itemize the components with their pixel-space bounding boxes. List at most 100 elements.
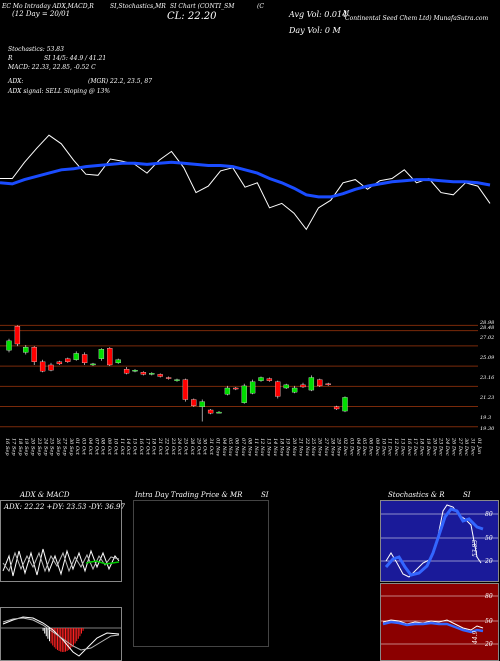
adx-panel: ADX: 22.22 +DY: 23.53 -DY: 36.97 (0, 500, 125, 582)
adx-values: (MGR) 22.2, 23.5, 87 (88, 78, 153, 85)
date-label: 01 Oct (74, 438, 80, 456)
price-level-label: 25.09 (479, 355, 495, 361)
date-label: 18 Oct (151, 438, 157, 456)
candle-body (308, 377, 315, 391)
date-label: 03 Dec (348, 438, 354, 456)
date-label: 03 Oct (81, 438, 87, 456)
candle-body (90, 363, 96, 366)
candle-body (333, 406, 340, 410)
price-level-label: 21.23 (479, 395, 494, 401)
price-level-label: 19.30 (480, 426, 495, 432)
date-label: 13 Dec (399, 438, 405, 456)
moving-average-line (0, 160, 491, 199)
date-label: 28 Oct (189, 437, 195, 456)
candlesticks (6, 325, 348, 422)
date-label: 21 Nov (297, 437, 303, 456)
candle-body (107, 348, 113, 366)
candle-body (140, 372, 147, 375)
date-label: 27 Sep (61, 437, 67, 456)
adx-panel-values: ADX: 22.22 +DY: 23.53 -DY: 36.97 (4, 503, 125, 511)
candle-body (258, 377, 264, 381)
date-label: 30 Dec (463, 438, 469, 456)
date-label: 27 Nov (323, 437, 329, 456)
date-label: 14 Oct (125, 438, 131, 456)
date-label: 06 Nov (234, 438, 240, 456)
date-label: 22 Nov (304, 437, 310, 456)
avg-volume: Avg Vol: 0.014 (289, 10, 348, 19)
rsi-panel: 80 50 20 44.9 (380, 583, 499, 661)
date-label: 25 Oct (183, 437, 189, 456)
date-label: 23 Sep (36, 437, 42, 456)
candle-body (165, 377, 172, 379)
macd-bar (45, 628, 47, 637)
macd-bar (50, 628, 52, 644)
date-label: 17 Dec (412, 438, 418, 456)
price-ma-lines (0, 134, 491, 231)
candle-body (73, 353, 79, 360)
price-level-label: 19.3 (480, 415, 491, 421)
price-level-label: 28.98 (479, 320, 494, 326)
date-label: 06 Dec (368, 438, 374, 456)
date-label: 08 Oct (100, 438, 106, 456)
date-label: 01 Nov (214, 438, 220, 456)
candle-body (241, 385, 247, 403)
candle-body (157, 374, 163, 377)
stochastics-lines: 80 50 20 53.83 (381, 504, 498, 578)
date-label: 11 Nov (253, 438, 259, 456)
macd-bar (69, 628, 71, 649)
candle-body (325, 383, 331, 386)
date-label: 16 Sep (4, 438, 10, 456)
macd-panel (0, 607, 122, 661)
stoch-current-value: 53.83 (472, 540, 479, 557)
date-label: 22 Oct (163, 437, 169, 456)
header-title: EC Mo Intraday ADX,MACD,R (2, 3, 94, 10)
macd-value: MACD: 22.33, 22.85, -0.52 C (8, 64, 96, 71)
date-label: 25 Nov (310, 437, 316, 456)
candle-body (23, 346, 29, 353)
candle-body (283, 384, 289, 389)
rsi-lines: 80 50 20 44.9 (381, 593, 498, 648)
candle-body (115, 359, 121, 364)
candle-body (300, 384, 306, 388)
macd-bar (82, 628, 84, 631)
macd-bar (81, 628, 82, 634)
date-label: 15 Oct (132, 438, 138, 456)
macd-bar (53, 628, 55, 648)
date-label: 29 Oct (195, 437, 201, 456)
header-title-c: SI Chart (CONTI_SM (170, 3, 235, 10)
candle-body (317, 379, 323, 387)
stoch-panel-si: SI (463, 491, 471, 499)
candle-body (39, 361, 46, 372)
date-label: 19 Nov (285, 438, 291, 456)
date-label: 18 Sep (17, 438, 23, 456)
date-label: 07 Oct (93, 438, 99, 456)
price-level-label: 27.02 (479, 335, 494, 341)
macd-bar (58, 628, 60, 651)
macd-bar (65, 628, 66, 652)
candle-body (291, 387, 298, 393)
candle-body (207, 409, 214, 414)
candle-body (132, 370, 138, 372)
date-label: 04 Oct (87, 438, 93, 456)
date-label: 26 Sep (55, 437, 61, 456)
stoch-panel-title: Stochastics & R (388, 491, 445, 499)
avg-volume-unit: M (343, 10, 350, 17)
stoch-50-label: 50 (485, 535, 493, 542)
candle-body (275, 381, 281, 397)
date-label: 23 Oct (170, 437, 176, 456)
macd-bar (73, 628, 74, 646)
candle-body (224, 387, 231, 395)
rsi-80-label: 80 (485, 593, 493, 600)
date-label: 18 Dec (419, 438, 425, 456)
adx-lines (2, 548, 120, 577)
macd-bar (55, 628, 57, 649)
candle-body (149, 373, 155, 375)
macd-bar (68, 628, 70, 651)
rsi-50-label: 50 (485, 618, 493, 625)
date-label: 02 Dec (342, 438, 348, 456)
candle-body (6, 340, 12, 351)
date-label: 08 Nov (246, 438, 252, 456)
stoch-20-label: 20 (484, 558, 493, 565)
date-label: 18 Nov (278, 438, 284, 456)
